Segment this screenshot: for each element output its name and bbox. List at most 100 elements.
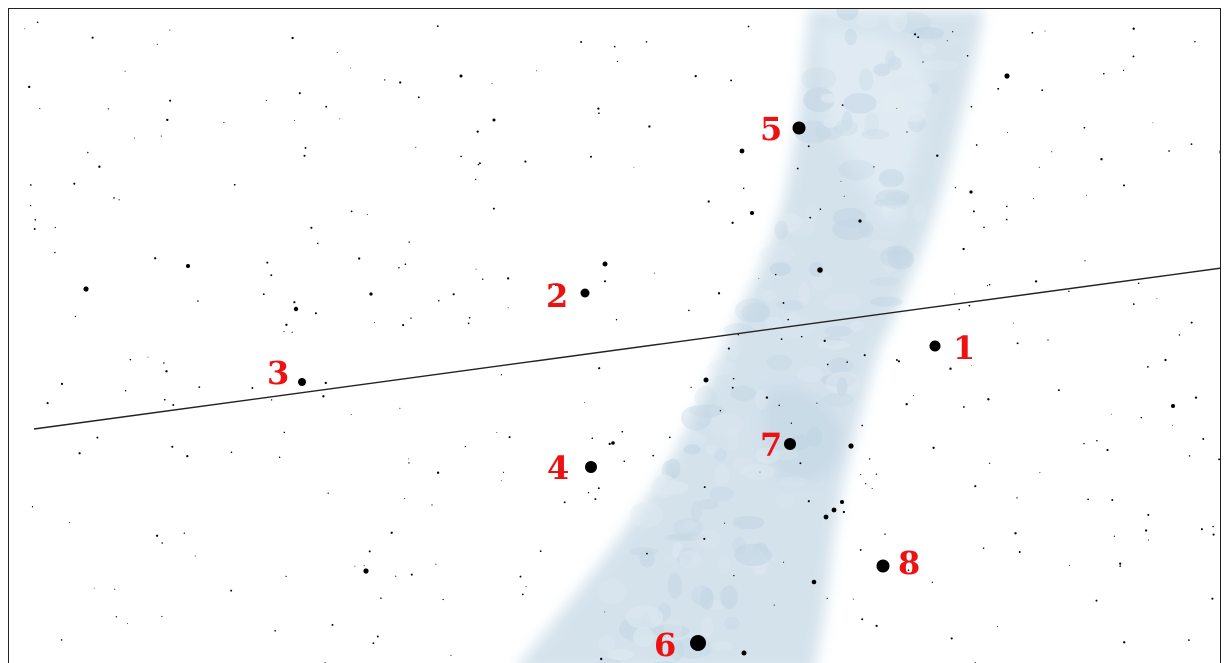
star: [408, 462, 410, 464]
star: [133, 137, 135, 139]
star: [860, 474, 862, 476]
nebula-patch: [678, 550, 702, 569]
star: [163, 362, 165, 364]
star-4[interactable]: [585, 461, 597, 473]
nebula-patch: [752, 542, 768, 558]
star-label-7: 7: [760, 426, 782, 464]
star: [325, 105, 328, 108]
star: [587, 492, 590, 494]
star: [615, 319, 618, 321]
star-7[interactable]: [784, 438, 796, 450]
star: [1012, 322, 1014, 324]
nebula-patch: [679, 432, 707, 448]
nebula-patch: [657, 603, 671, 622]
star-8[interactable]: [876, 559, 890, 573]
star: [759, 471, 761, 473]
nebula-patch: [714, 464, 730, 488]
star-6[interactable]: [690, 635, 706, 651]
nebula-patch: [741, 464, 776, 480]
nebula-patch: [734, 298, 770, 323]
star: [197, 300, 199, 302]
star: [1152, 122, 1154, 124]
star: [846, 361, 848, 363]
nebula-patch: [668, 532, 707, 541]
star: [597, 107, 600, 110]
nebula-patch: [694, 385, 718, 410]
nebula-patch: [734, 546, 765, 568]
star: [950, 637, 953, 640]
nebula-patch: [664, 616, 682, 642]
star: [298, 92, 301, 95]
nebula-patch: [598, 578, 626, 605]
nebula-patch: [665, 458, 681, 479]
nebula-patch: [822, 392, 854, 406]
star: [1219, 150, 1220, 154]
star: [741, 650, 747, 656]
star: [60, 639, 63, 641]
nebula-patch: [673, 518, 704, 537]
star: [603, 280, 607, 283]
star: [331, 623, 334, 626]
milky-way: [520, 9, 984, 663]
nebula-patch: [822, 335, 841, 346]
star: [74, 315, 77, 318]
star: [730, 79, 733, 82]
star: [1007, 131, 1009, 133]
nebula-patch: [691, 588, 710, 601]
star: [1111, 413, 1112, 415]
nebula-patch: [730, 385, 757, 401]
star-3[interactable]: [298, 378, 306, 386]
star-1[interactable]: [929, 340, 941, 352]
nebula-patch: [883, 191, 906, 209]
nebula-patch: [663, 552, 696, 565]
nebula-patch: [755, 389, 768, 410]
nebula-patch: [832, 218, 870, 241]
star: [594, 498, 597, 501]
nebula-patch: [806, 426, 823, 447]
star: [408, 241, 410, 243]
nebula-patch: [830, 356, 849, 380]
star: [1137, 282, 1140, 285]
star: [183, 532, 185, 534]
star: [600, 657, 603, 661]
nebula-patch: [947, 37, 978, 46]
star: [1113, 535, 1116, 537]
star: [293, 306, 299, 312]
star: [848, 443, 854, 449]
star: [1188, 455, 1191, 457]
star: [747, 25, 750, 28]
star: [410, 317, 412, 319]
nebula-patch: [873, 198, 908, 208]
star: [291, 331, 293, 333]
star: [873, 166, 875, 168]
star: [1212, 533, 1215, 536]
nebula-patch: [772, 449, 798, 461]
star: [129, 358, 132, 361]
star: [778, 404, 780, 407]
nebula-patch: [690, 500, 703, 522]
star: [316, 242, 319, 245]
star: [402, 324, 405, 327]
star: [198, 386, 201, 388]
nebula-patch: [815, 123, 844, 140]
nebula-patch: [618, 616, 657, 642]
background-stars: [24, 21, 1220, 663]
star: [962, 247, 965, 251]
star-2[interactable]: [580, 288, 590, 298]
star: [147, 356, 149, 358]
nebula-patch: [785, 217, 816, 237]
nebula-patch: [669, 639, 685, 661]
star: [24, 28, 26, 30]
star-5[interactable]: [792, 121, 806, 135]
star: [1069, 564, 1071, 566]
star: [645, 41, 648, 43]
nebula-patch: [661, 460, 676, 482]
star: [922, 61, 924, 63]
star: [1194, 40, 1196, 43]
star: [1100, 158, 1103, 161]
star: [694, 74, 697, 78]
nebula-patch: [886, 246, 899, 260]
bright-stars: [298, 121, 941, 651]
star: [1031, 31, 1034, 34]
nebula-patch: [672, 541, 684, 559]
